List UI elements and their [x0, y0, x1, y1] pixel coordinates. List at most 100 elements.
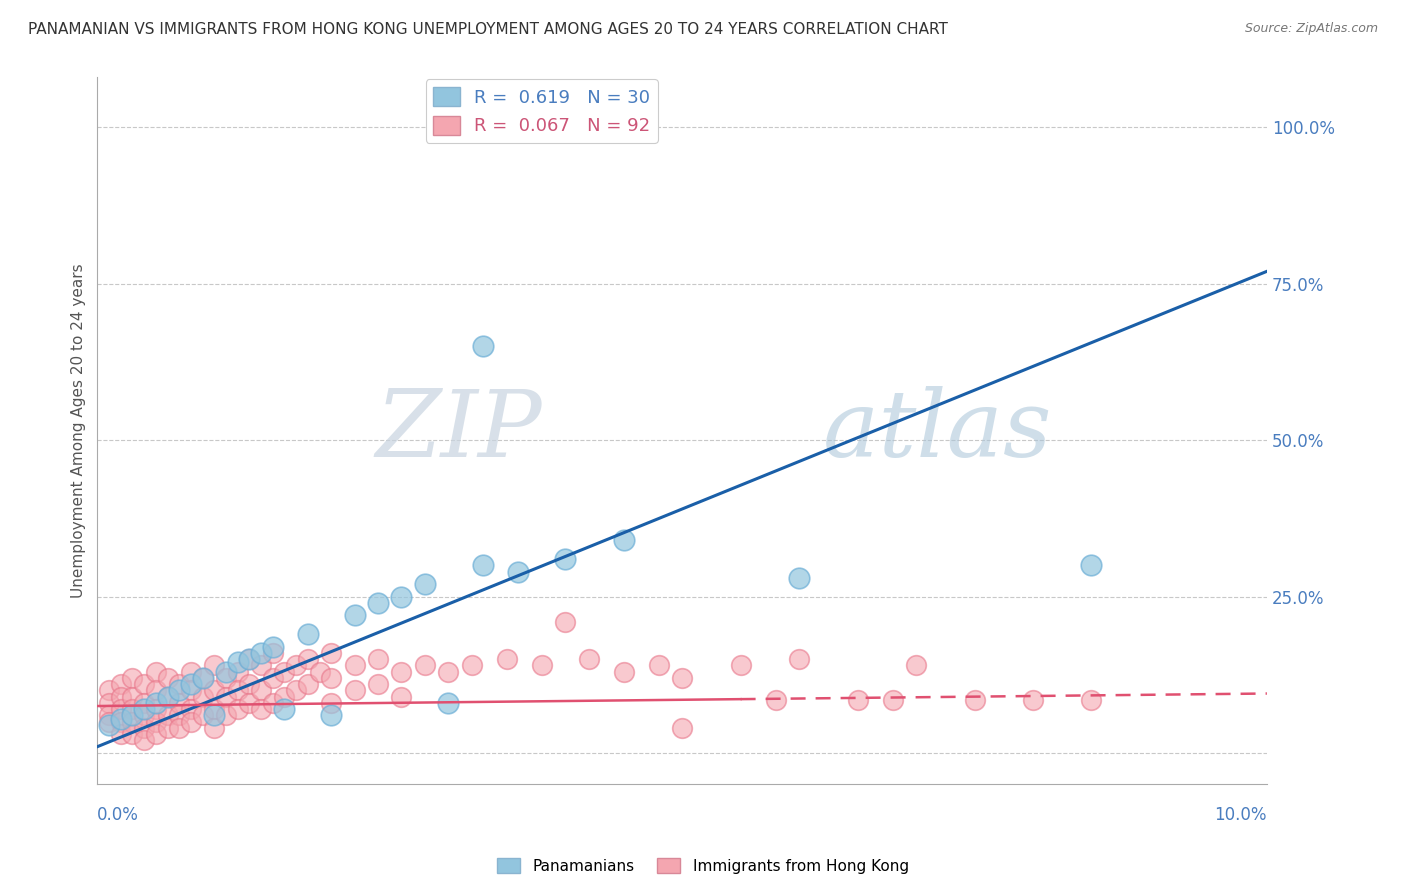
Point	[437, 696, 460, 710]
Point	[145, 696, 167, 710]
Point	[180, 702, 202, 716]
Point	[134, 733, 156, 747]
Point	[495, 652, 517, 666]
Point	[134, 677, 156, 691]
Point	[343, 658, 366, 673]
Text: 0.0%: 0.0%	[97, 806, 139, 824]
Point	[226, 665, 249, 679]
Point	[297, 677, 319, 691]
Point	[121, 708, 143, 723]
Point	[226, 702, 249, 716]
Point	[110, 714, 132, 729]
Point	[262, 640, 284, 654]
Point	[437, 665, 460, 679]
Point	[156, 708, 179, 723]
Point	[121, 714, 143, 729]
Point	[191, 671, 214, 685]
Text: 10.0%: 10.0%	[1215, 806, 1267, 824]
Point	[156, 721, 179, 735]
Point	[250, 702, 273, 716]
Point	[191, 671, 214, 685]
Point	[613, 665, 636, 679]
Point	[180, 714, 202, 729]
Point	[273, 665, 295, 679]
Point	[202, 658, 225, 673]
Point	[156, 690, 179, 704]
Point	[121, 727, 143, 741]
Point	[145, 702, 167, 716]
Text: PANAMANIAN VS IMMIGRANTS FROM HONG KONG UNEMPLOYMENT AMONG AGES 20 TO 24 YEARS C: PANAMANIAN VS IMMIGRANTS FROM HONG KONG …	[28, 22, 948, 37]
Point	[202, 683, 225, 698]
Point	[98, 696, 121, 710]
Point	[367, 652, 389, 666]
Point	[167, 683, 190, 698]
Point	[215, 690, 238, 704]
Point	[285, 683, 308, 698]
Point	[671, 721, 693, 735]
Point	[391, 665, 413, 679]
Point	[413, 577, 436, 591]
Point	[262, 671, 284, 685]
Point	[167, 721, 190, 735]
Point	[321, 671, 343, 685]
Point	[226, 655, 249, 669]
Y-axis label: Unemployment Among Ages 20 to 24 years: Unemployment Among Ages 20 to 24 years	[72, 263, 86, 599]
Point	[321, 646, 343, 660]
Point	[134, 702, 156, 716]
Point	[191, 690, 214, 704]
Point	[98, 683, 121, 698]
Point	[367, 596, 389, 610]
Point	[121, 702, 143, 716]
Point	[156, 671, 179, 685]
Point	[226, 683, 249, 698]
Point	[238, 677, 260, 691]
Point	[134, 696, 156, 710]
Point	[134, 721, 156, 735]
Point	[765, 692, 787, 706]
Point	[882, 692, 904, 706]
Point	[110, 712, 132, 726]
Point	[297, 627, 319, 641]
Point	[508, 565, 530, 579]
Point	[180, 677, 202, 691]
Point	[145, 665, 167, 679]
Point	[273, 702, 295, 716]
Point	[156, 690, 179, 704]
Text: ZIP: ZIP	[375, 386, 541, 475]
Legend: R =  0.619   N = 30, R =  0.067   N = 92: R = 0.619 N = 30, R = 0.067 N = 92	[426, 79, 658, 143]
Point	[297, 652, 319, 666]
Point	[121, 690, 143, 704]
Point	[472, 558, 495, 573]
Point	[145, 683, 167, 698]
Point	[343, 608, 366, 623]
Point	[110, 702, 132, 716]
Point	[554, 552, 576, 566]
Point	[110, 677, 132, 691]
Point	[134, 708, 156, 723]
Point	[321, 696, 343, 710]
Point	[238, 696, 260, 710]
Point	[905, 658, 928, 673]
Point	[250, 683, 273, 698]
Point	[238, 652, 260, 666]
Point	[671, 671, 693, 685]
Point	[460, 658, 482, 673]
Point	[110, 727, 132, 741]
Point	[391, 590, 413, 604]
Point	[367, 677, 389, 691]
Text: atlas: atlas	[823, 386, 1052, 475]
Point	[262, 646, 284, 660]
Point	[308, 665, 330, 679]
Point	[202, 702, 225, 716]
Point	[530, 658, 553, 673]
Point	[191, 708, 214, 723]
Point	[648, 658, 671, 673]
Point	[262, 696, 284, 710]
Point	[121, 671, 143, 685]
Point	[343, 683, 366, 698]
Point	[1022, 692, 1045, 706]
Point	[273, 690, 295, 704]
Point	[963, 692, 986, 706]
Point	[730, 658, 752, 673]
Point	[787, 571, 810, 585]
